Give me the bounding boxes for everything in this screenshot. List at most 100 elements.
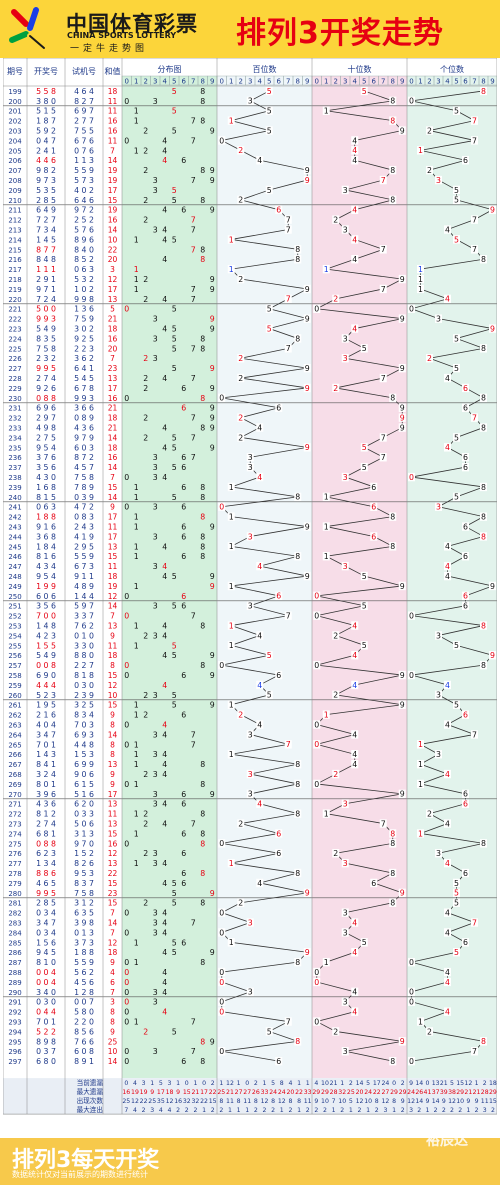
tens-digit: 2 [333,770,338,779]
digit-header-label: 5 [267,78,271,86]
units-digit-bg [444,977,451,987]
tens-digit-bg [370,502,378,511]
stats-value: 11 [481,1098,489,1105]
hundreds-digit: 1 [229,750,234,759]
units-digit: 2 [427,126,432,135]
distribution-mark: 2 [143,631,148,640]
stats-value: 2 [375,1107,379,1114]
units-digit-bg [462,453,469,462]
stats-value: 2 [349,1080,353,1087]
digit-header-label: 7 [381,78,385,86]
units-digit: 8 [481,344,486,353]
units-digit-bg [480,423,487,432]
distribution-mark: 3 [153,928,158,937]
sum-value: 21 [108,424,118,433]
stats-value: 2 [458,1107,462,1114]
hundreds-digit-bg [294,334,302,343]
hundreds-digit-bg [256,799,264,808]
stats-value: 2 [475,1107,479,1114]
hundreds-digit: 7 [286,215,291,224]
issue-number: 246 [8,553,22,561]
stats-value: 26 [252,1089,260,1096]
units-digit: 6 [463,592,468,601]
tens-digit-bg [313,967,321,977]
digit-header-label: 4 [163,78,168,86]
hundreds-digit-bg [303,383,311,393]
test-number: 2 3 9 [74,691,94,700]
stats-value: 9 [150,1089,154,1096]
digit-header-label: 0 [409,78,413,86]
units-digit-bg [435,849,442,858]
distribution-mark: 3 [153,315,158,324]
distribution-mark: 5 [172,305,177,314]
units-digit-bg [444,294,451,304]
issue-number: 203 [8,128,21,136]
units-digit-bg [471,245,478,254]
tens-digit-bg [341,799,349,808]
page-title: 排列3开奖走势 [236,16,444,51]
hundreds-digit: 3 [248,463,253,472]
stats-value: 10 [364,1098,372,1105]
sum-value: 12 [108,592,118,601]
tens-digit-bg [360,571,368,581]
draw-number: 2 8 5 [36,899,56,908]
test-number: 6 9 9 [74,760,94,769]
digit-header-label: 4 [445,78,450,86]
distribution-mark: 0 [124,97,129,106]
distribution-mark: 0 [124,721,129,730]
hundreds-digit: 0 [219,968,224,977]
draw-number: 4 4 6 [36,156,56,165]
distribution-mark: 4 [162,988,167,997]
tens-digit-bg [351,918,359,927]
distribution-mark: 6 [181,1057,186,1066]
tens-digit: 0 [314,968,319,977]
stats-value: 1 [349,1107,353,1114]
draw-number: 4 2 3 [36,631,56,640]
issue-number: 265 [8,741,21,749]
tens-digit-bg [341,1047,349,1056]
stats-value: 2 [306,1107,310,1114]
draw-number: 0 4 4 [36,1008,56,1017]
stats-row-label: 出现次数 [77,1096,104,1105]
distribution-mark: 0 [124,988,129,997]
issue-number: 260 [8,692,21,700]
draw-number: 6 9 0 [36,671,56,680]
distribution-mark: 1 [134,622,139,631]
header-banner: 中国体育彩票 CHINA SPORTS LOTTERY 一定牛走势图 排列3开奖… [0,0,500,58]
draw-number: 8 7 7 [36,245,56,254]
distribution-mark: 5 [172,196,177,205]
draw-number: 1 8 8 [36,513,56,522]
distribution-mark: 6 [181,849,186,858]
hundreds-digit-bg [227,750,235,759]
distribution-mark: 4 [162,948,167,957]
issue-number: 296 [8,1048,22,1056]
stats-background [3,1078,497,1115]
tens-digit: 5 [362,344,367,353]
sum-value: 9 [110,780,115,789]
distribution-mark: 7 [191,1018,196,1027]
tens-digit: 5 [362,572,367,581]
distribution-mark: 5 [172,443,177,452]
sum-value: 13 [108,542,118,551]
digit-header-label: 1 [134,78,138,86]
units-digit: 5 [454,196,459,205]
digit-header-label: 4 [258,78,263,86]
distribution-mark: 7 [191,176,196,185]
tens-digit: 8 [390,869,395,878]
distribution-mark: 9 [210,651,215,660]
stats-value: 8 [254,1098,258,1105]
tens-digit: 5 [362,938,367,947]
issue-number: 245 [8,543,21,551]
units-digit: 2 [427,166,432,175]
tens-digit: 1 [324,809,329,818]
distribution-mark: 4 [162,651,167,660]
draw-number: 0 3 4 [36,928,56,937]
units-digit: 3 [436,691,441,700]
issue-number: 210 [8,197,21,205]
sum-value: 9 [110,1027,115,1036]
hundreds-digit: 2 [238,433,243,442]
test-number: 3 6 2 [74,354,94,363]
tens-digit: 5 [362,443,367,452]
stats-value: 4 [159,1107,163,1114]
units-digit: 4 [445,928,450,937]
